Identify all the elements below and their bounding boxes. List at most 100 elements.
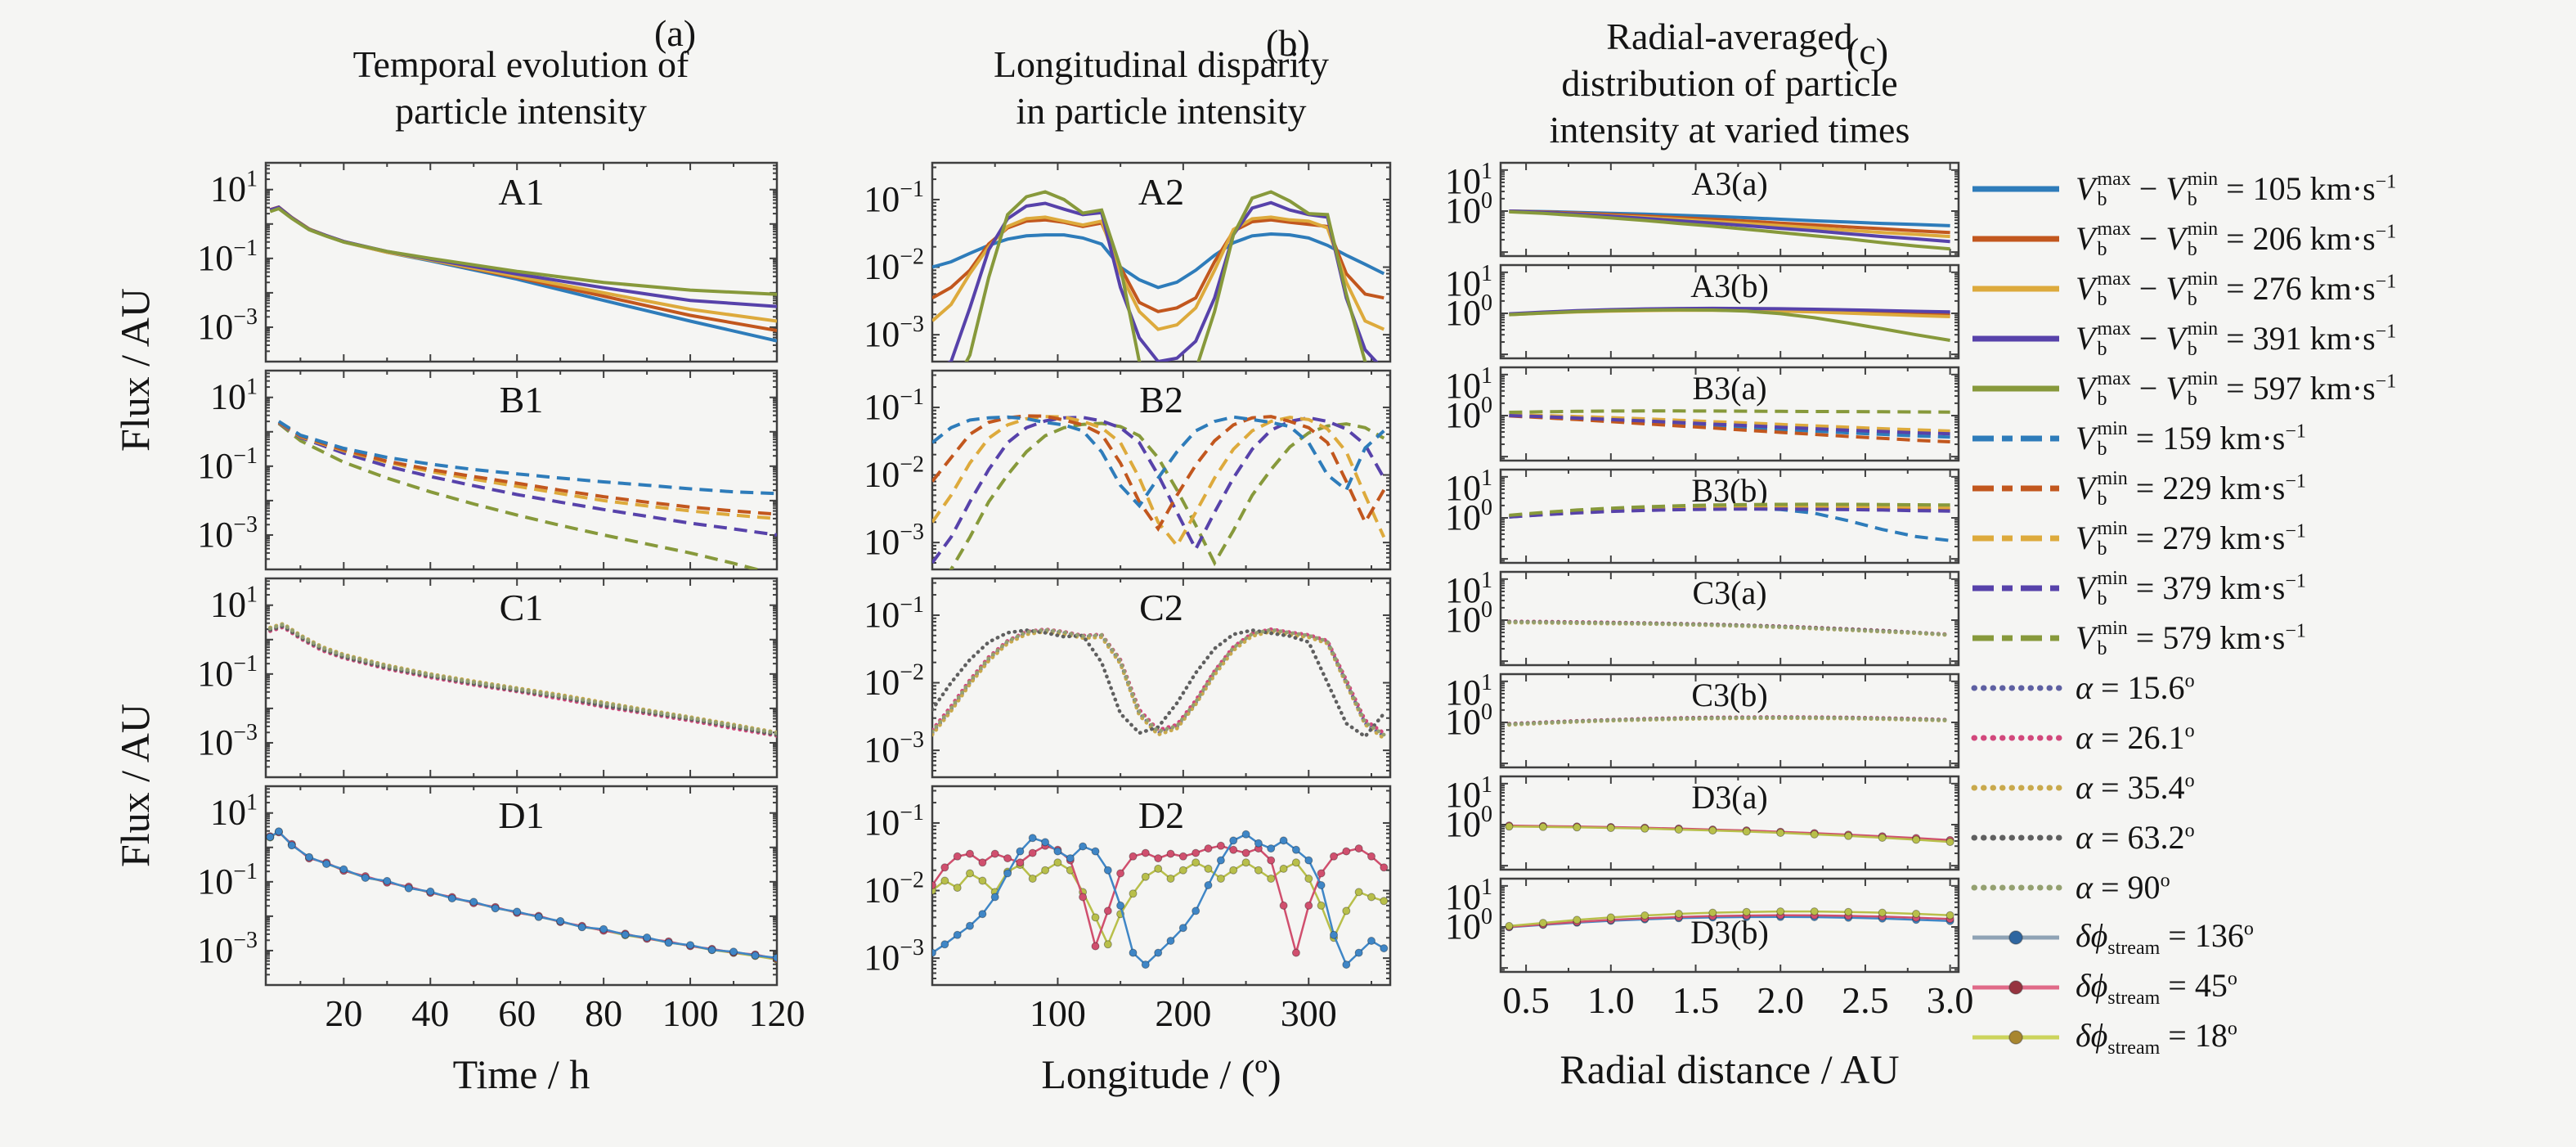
marker-dot [1241, 848, 1250, 857]
y-tick-label: 101 [210, 167, 258, 209]
legend-swatch [1972, 979, 2059, 995]
panel-label-C1: C1 [500, 587, 544, 628]
legend-swatch [1971, 785, 2062, 790]
column-a-panels: 101 10−1 10−3 A1 101 10−1 10−3 B1 101 10−1 10−3 C1 1… [184, 160, 806, 1039]
marker-dot [1317, 881, 1326, 889]
marker-dot [1103, 940, 1112, 949]
series-B2-s5 [949, 421, 1385, 569]
panel-label-C3(a): C3(a) [1692, 574, 1766, 611]
y-tick-label: 100 [1445, 188, 1492, 231]
marker-dot [621, 930, 630, 939]
marker-dot [1674, 910, 1683, 918]
column-b-title: Longitudinal disparity in particle inten… [916, 41, 1407, 134]
panel-label-A3(b): A3(b) [1690, 268, 1769, 304]
x-tick-label: 1.5 [1672, 979, 1720, 1021]
y-tick-label: 100 [1445, 597, 1492, 640]
panel-label-D3(a): D3(a) [1691, 779, 1767, 816]
panel-frame [1499, 161, 1960, 258]
marker-dot [1505, 921, 1514, 930]
panel-B2: 10−1 10−2 10−3 B2 [864, 369, 1392, 571]
marker-dot [1129, 852, 1138, 861]
marker-dot [990, 849, 999, 858]
y-tick-label: 10−2 [864, 868, 924, 911]
marker-dot [1317, 869, 1326, 878]
marker-dot [1216, 841, 1225, 850]
marker-dot [1016, 847, 1025, 856]
series-C2-a4 [932, 628, 1386, 740]
marker-dot [1304, 901, 1313, 910]
marker-dot [686, 941, 695, 950]
y-tick-label: 10−3 [197, 720, 258, 762]
marker-dot [1573, 823, 1582, 832]
panel-label-D1: D1 [498, 794, 544, 836]
marker-dot [1330, 852, 1338, 861]
series-group [1509, 409, 1950, 443]
axis-ticks [932, 786, 1390, 985]
series-B3(b)-s4 [1509, 507, 1950, 519]
marker-dot [1041, 866, 1050, 875]
marker-dot [1573, 915, 1582, 924]
panel-label-C2: C2 [1139, 587, 1183, 628]
marker-dot [1342, 960, 1351, 969]
x-axis-label-a: Time / h [452, 1051, 590, 1097]
legend-item-13: α = 63.2o [1969, 812, 2576, 862]
y-axis-label-bottom: Flux / AU [112, 703, 158, 868]
panel-frame [1499, 570, 1960, 667]
marker-dot [1154, 854, 1163, 863]
marker-dot [1216, 856, 1225, 865]
marker-dot [1053, 847, 1062, 856]
legend-label: α = 63.2o [2076, 819, 2195, 856]
marker-dot [1041, 838, 1050, 847]
panel-label-C3(b): C3(b) [1691, 677, 1767, 713]
series-group [1505, 821, 1954, 847]
legend-label: δϕstream = 45o [2076, 967, 2237, 1009]
panel-label-D3(b): D3(b) [1690, 914, 1769, 951]
panel-label-D2: D2 [1138, 794, 1184, 836]
y-tick-label: 100 [1445, 393, 1492, 435]
marker-dot [1279, 901, 1288, 910]
series-group [1507, 619, 1952, 637]
y-tick-label: 10−1 [197, 651, 258, 694]
axis-ticks [1501, 470, 1959, 563]
column-c-title-line1: Radial-averaged [1606, 16, 1853, 57]
marker-dot [1912, 835, 1921, 844]
series-C3(a)-a5 [1507, 620, 1952, 637]
legend-swatch [1972, 385, 2059, 391]
axis-ticks [932, 163, 1390, 362]
y-tick-label: 10−1 [864, 177, 924, 219]
marker-dot [1028, 875, 1037, 883]
marker-dot [1380, 944, 1389, 953]
marker-dot [1141, 872, 1150, 881]
series-B3(b)-s5 [1509, 502, 1950, 517]
series-C2-a5 [932, 627, 1386, 737]
marker-dot [1330, 930, 1338, 939]
panel-letter-a: (a) [654, 12, 697, 54]
marker-dot [1003, 869, 1012, 878]
marker-dot [990, 893, 999, 902]
marker-dot [1505, 822, 1514, 831]
marker-dot [1810, 907, 1819, 916]
marker-dot [383, 876, 392, 885]
marker-dot [1708, 826, 1717, 835]
marker-dot [966, 849, 974, 858]
marker-dot [1354, 888, 1363, 897]
marker-dot [773, 953, 777, 962]
legend-swatch [1972, 585, 2059, 591]
marker-dot [1304, 875, 1313, 883]
x-axis-label-b: Longitude / (º) [1041, 1051, 1281, 1097]
marker-dot [751, 951, 760, 960]
marker-dot [966, 921, 974, 930]
y-tick-label: 100 [1445, 290, 1492, 333]
series-group [1507, 715, 1952, 727]
marker-dot [469, 897, 478, 906]
